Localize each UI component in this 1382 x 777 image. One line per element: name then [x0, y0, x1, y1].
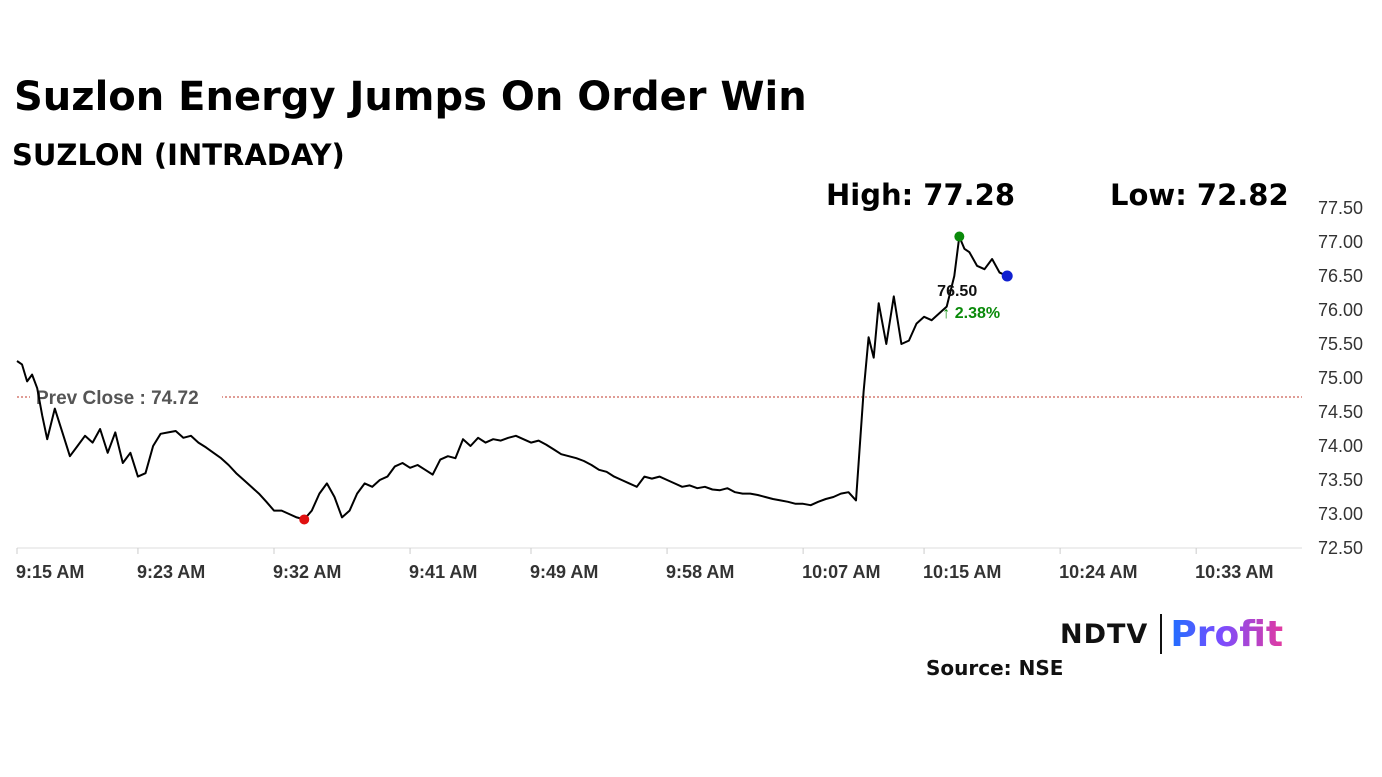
prev-close-label-bg: [30, 383, 222, 406]
x-tick-label: 9:32 AM: [273, 562, 341, 582]
x-tick-label: 9:23 AM: [137, 562, 205, 582]
ndtv-profit-logo: NDTV Profit: [1060, 612, 1283, 656]
last-price-marker: [1001, 270, 1013, 282]
price-line: [16, 235, 1008, 521]
chart-subtitle: SUZLON (INTRADAY): [12, 138, 345, 172]
source-note: Source: NSE: [926, 656, 1064, 680]
y-tick-label: 77.50: [1318, 198, 1363, 218]
y-tick-label: 74.50: [1318, 402, 1363, 422]
logo-divider: [1160, 614, 1163, 654]
x-tick-label: 9:58 AM: [666, 562, 734, 582]
y-tick-label: 76.00: [1318, 300, 1363, 320]
y-tick-label: 74.00: [1318, 436, 1363, 456]
y-tick-label: 73.50: [1318, 470, 1363, 490]
y-tick-label: 75.50: [1318, 334, 1363, 354]
chart-title: Suzlon Energy Jumps On Order Win: [14, 74, 807, 120]
prev-close-label: Prev Close : 74.72: [36, 388, 199, 409]
x-tick-label: 9:41 AM: [409, 562, 477, 582]
x-tick-label: 10:24 AM: [1059, 562, 1137, 582]
high-value: High: 77.28: [826, 178, 1016, 212]
x-tick-label: 9:15 AM: [16, 562, 84, 582]
y-tick-label: 77.00: [1318, 232, 1363, 252]
high-marker: [954, 231, 965, 242]
x-tick-label: 9:49 AM: [530, 562, 598, 582]
y-tick-label: 75.00: [1318, 368, 1363, 388]
y-tick-label: 72.50: [1318, 538, 1363, 558]
low-value: Low: 72.82: [1110, 178, 1289, 212]
x-tick-label: 10:15 AM: [923, 562, 1001, 582]
y-tick-label: 73.00: [1318, 504, 1363, 524]
low-marker: [299, 514, 310, 525]
x-tick-label: 10:07 AM: [802, 562, 880, 582]
y-tick-label: 76.50: [1318, 266, 1363, 286]
last-value-label: 76.50: [937, 283, 977, 300]
price-chart: 77.50 77.00 76.50 76.00 75.50 75.00 74.50 74.00…: [16, 198, 1363, 582]
x-tick-label: 10:33 AM: [1195, 562, 1273, 582]
change-percent-label: ↑ 2.38%: [942, 305, 1000, 322]
logo-profit-text: Profit: [1170, 613, 1284, 655]
logo-ndtv-text: NDTV: [1060, 618, 1149, 650]
